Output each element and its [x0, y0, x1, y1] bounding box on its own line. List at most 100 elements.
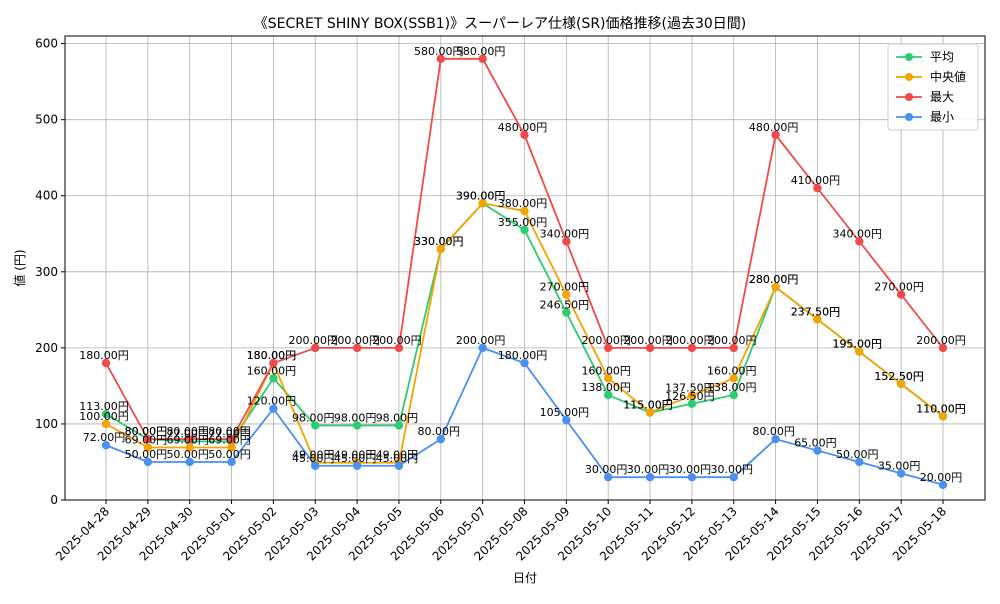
y-tick-label: 600 [35, 37, 58, 51]
data-label-min: 45.00円 [334, 452, 377, 465]
data-label-min: 30.00円 [711, 463, 754, 476]
data-point-max [938, 343, 948, 353]
y-axis-title: 値 (円) [12, 249, 27, 286]
data-label-median: 270.00円 [540, 281, 590, 294]
data-label-min: 200.00円 [456, 334, 506, 347]
data-label-min: 105.00円 [540, 406, 590, 419]
data-label-min: 45.00円 [376, 452, 419, 465]
data-point-min [687, 472, 697, 482]
data-label-avg: 98.00円 [292, 411, 335, 424]
data-point-avg [729, 390, 738, 400]
data-label-avg: 80.00円 [125, 425, 168, 438]
data-label-max: 200.00円 [289, 334, 339, 347]
data-label-max: 200.00円 [372, 334, 422, 347]
data-point-max [813, 183, 822, 193]
data-point-min [227, 457, 236, 467]
data-label-median: 237.50円 [791, 305, 841, 318]
data-point-max [101, 358, 111, 368]
data-label-min: 65.00円 [794, 437, 837, 450]
data-point-max [520, 130, 529, 140]
data-label-avg: 330.00円 [414, 235, 464, 248]
data-point-min [771, 434, 780, 444]
data-point-median [729, 374, 738, 383]
data-label-avg: 152.50円 [874, 370, 924, 383]
data-label-median: 160.00円 [581, 364, 631, 377]
data-label-median: 390.00円 [456, 189, 506, 202]
data-label-max: 80.00円 [166, 425, 209, 438]
y-tick-label: 0 [50, 493, 58, 507]
data-label-median: 49.00円 [334, 449, 377, 462]
data-point-min [562, 415, 571, 425]
data-label-avg: 246.50円 [540, 298, 590, 311]
data-label-avg: 355.00円 [498, 216, 548, 229]
legend-label-median: 中央値 [930, 69, 966, 84]
data-point-min [352, 461, 362, 470]
data-label-min: 30.00円 [585, 463, 628, 476]
legend-label-avg: 平均 [930, 50, 954, 64]
data-point-max [143, 434, 153, 444]
data-label-median: 49.00円 [292, 449, 335, 462]
data-label-median: 152.50円 [874, 370, 924, 383]
data-point-avg [604, 390, 613, 400]
data-label-median: 380.00円 [498, 197, 548, 210]
data-label-median: 69.00円 [125, 434, 168, 447]
data-label-max: 270.00円 [874, 281, 924, 294]
data-point-max [562, 237, 571, 246]
legend-label-max: 最大 [930, 90, 954, 104]
data-label-avg: 110.00円 [916, 402, 966, 415]
data-label-max: 340.00円 [833, 227, 883, 240]
data-label-median: 280.00円 [749, 273, 799, 286]
data-point-median [227, 443, 236, 452]
data-label-median: 115.00円 [623, 399, 673, 412]
data-point-max [269, 358, 278, 368]
data-point-median [896, 379, 906, 389]
data-label-avg: 115.00円 [623, 399, 673, 412]
data-label-median: 195.00円 [833, 338, 883, 351]
data-label-max: 480.00円 [498, 121, 548, 134]
data-point-max [687, 343, 697, 353]
data-point-avg [269, 374, 278, 383]
data-label-median: 160.00円 [707, 364, 757, 377]
data-point-max [855, 237, 864, 246]
series-min [101, 343, 948, 489]
data-label-median: 180.00円 [247, 349, 297, 362]
series-group [101, 54, 948, 489]
data-point-min [269, 404, 278, 413]
data-label-min: 50.00円 [166, 448, 209, 461]
data-label-max: 480.00円 [749, 121, 799, 134]
data-point-avg [687, 399, 697, 408]
data-point-median [185, 443, 194, 452]
data-label-avg: 113.00円 [79, 400, 129, 413]
y-tick-label: 200 [35, 341, 58, 355]
data-label-min: 20.00円 [920, 471, 963, 484]
data-point-min [520, 358, 529, 368]
data-label-max: 180.00円 [79, 349, 129, 362]
data-point-median [143, 443, 153, 452]
data-point-min [436, 434, 445, 444]
data-point-max [311, 343, 320, 353]
axes: 01002003004005006002025-04-282025-04-292… [35, 37, 949, 564]
data-label-min: 80.00円 [752, 425, 795, 438]
data-point-avg [352, 421, 362, 430]
data-point-max [645, 343, 655, 353]
y-tick-label: 400 [35, 189, 58, 203]
data-label-avg: 126.50円 [665, 390, 715, 403]
x-axis-title: 日付 [513, 571, 537, 585]
data-point-max [771, 130, 780, 140]
data-label-max: 200.00円 [707, 334, 757, 347]
data-label-min: 50.00円 [836, 448, 879, 461]
data-point-max [394, 343, 404, 353]
data-point-median [478, 199, 487, 208]
data-label-min: 180.00円 [498, 349, 548, 362]
data-label-avg: 77.00円 [166, 427, 209, 440]
data-label-max: 580.00円 [414, 45, 464, 58]
data-point-max [436, 54, 445, 64]
data-label-avg: 160.00円 [247, 364, 297, 377]
data-label-max: 580.00円 [456, 45, 506, 58]
data-label-avg: 390.00円 [456, 189, 506, 202]
data-point-median [938, 412, 948, 421]
data-point-median [813, 315, 822, 324]
